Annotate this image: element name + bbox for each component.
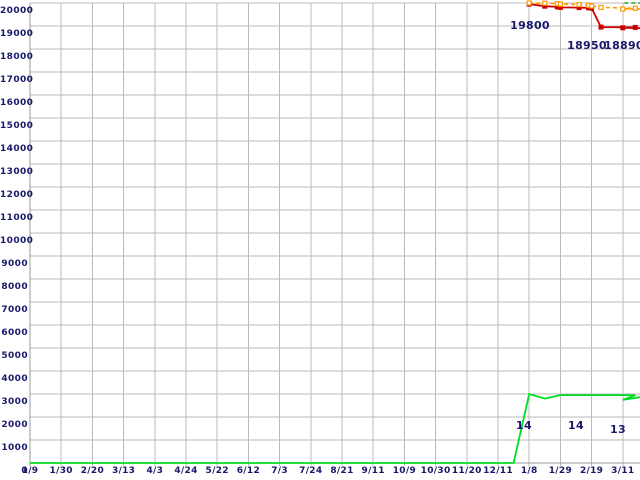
y-tick-label: 7000 — [1, 305, 28, 315]
y-tick-label: 2000 — [1, 420, 28, 430]
gridlines — [29, 2, 640, 466]
y-tick-label: 1000 — [1, 443, 28, 453]
x-tick-label: 7/24 — [299, 466, 323, 476]
y-tick-label: 3000 — [1, 397, 28, 407]
y-tick-label: 17000 — [0, 75, 34, 85]
data-series-layer — [30, 0, 640, 464]
y-tick-label: 5000 — [1, 351, 28, 361]
red-label-19800: 19800 — [510, 19, 550, 32]
y-tick-label: 4000 — [1, 374, 28, 384]
red-label-18950: 18950 — [567, 39, 607, 52]
y-tick-label: 20000 — [0, 6, 34, 16]
x-tick-label: 2/19 — [579, 466, 604, 476]
y-tick-label: 19000 — [0, 29, 34, 39]
green-label-14-second: 14 — [568, 419, 584, 432]
y-tick-label: 12000 — [0, 190, 34, 200]
x-tick-label: 10/9 — [392, 466, 417, 476]
y-tick-label: 14000 — [0, 144, 34, 154]
x-tick-label: 8/21 — [330, 466, 354, 476]
x-tick-label: 5/22 — [205, 466, 229, 476]
x-tick-label: 1/29 — [548, 466, 573, 476]
green-label-14-first: 14 — [516, 419, 532, 432]
y-tick-label: 18000 — [0, 52, 34, 62]
y-tick-label: 0 — [21, 466, 28, 476]
x-tick-label: 6/12 — [236, 466, 261, 476]
x-tick-label: 1/9 — [21, 466, 39, 476]
y-tick-label: 11000 — [0, 213, 34, 223]
x-tick-label: 3/11 — [611, 466, 635, 476]
y-tick-label: 13000 — [0, 167, 34, 177]
y-tick-label: 16000 — [0, 98, 34, 108]
y-tick-label: 10000 — [0, 236, 34, 246]
green-label-13: 13 — [610, 423, 626, 436]
y-tick-label: 6000 — [1, 328, 28, 338]
red-label-18890: 18890 — [604, 39, 640, 52]
y-tick-label: 15000 — [0, 121, 34, 131]
x-tick-label: 12/11 — [483, 466, 513, 476]
x-tick-label: 1/30 — [49, 466, 73, 476]
x-tick-label: 9/11 — [361, 466, 385, 476]
x-tick-label: 11/20 — [451, 466, 482, 476]
y-tick-label: 9000 — [1, 259, 28, 269]
y-tick-label: 8000 — [1, 282, 28, 292]
x-tick-label: 4/24 — [174, 466, 198, 476]
x-tick-label: 4/3 — [146, 466, 164, 476]
series-green-series — [30, 392, 640, 464]
x-tick-label: 3/13 — [111, 466, 136, 476]
x-tick-label: 7/3 — [271, 466, 288, 476]
x-tick-label: 10/30 — [420, 466, 451, 476]
x-tick-label: 1/8 — [520, 466, 538, 476]
x-tick-label: 2/20 — [80, 466, 105, 476]
series-orange-series — [526, 0, 640, 12]
